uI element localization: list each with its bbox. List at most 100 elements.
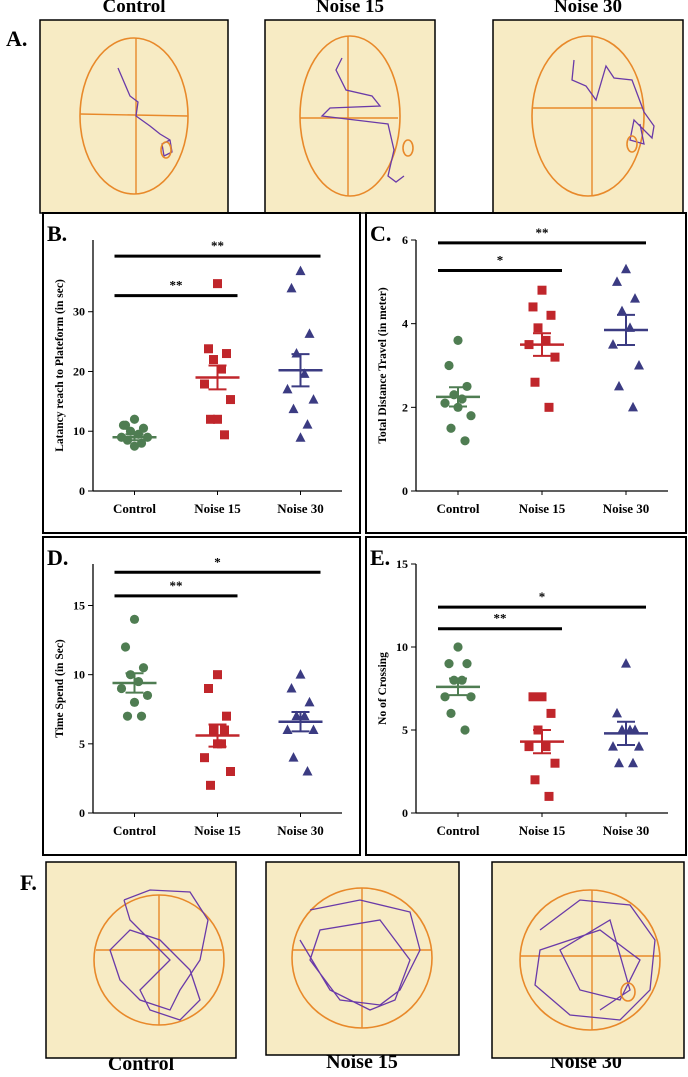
- data-point: [608, 741, 618, 751]
- y-axis-label: Total Distance Travel (in meter): [377, 287, 389, 443]
- data-point: [462, 659, 472, 669]
- y-axis-label: No of Crossing: [377, 652, 389, 725]
- track-title: Noise 15: [326, 1051, 398, 1073]
- track-image: [264, 19, 436, 214]
- data-point: [444, 659, 454, 669]
- data-point: [116, 683, 127, 694]
- y-tick-label: 20: [73, 364, 85, 378]
- x-tick-label: Noise 30: [277, 823, 324, 838]
- data-point: [122, 711, 133, 721]
- significance-label: **: [170, 278, 183, 293]
- data-point: [460, 436, 470, 446]
- data-point: [446, 708, 456, 719]
- x-tick-label: Noise 15: [519, 501, 566, 516]
- x-tick-label: Control: [113, 823, 156, 838]
- data-point: [608, 339, 618, 349]
- data-point: [544, 791, 554, 801]
- significance-label: *: [214, 554, 221, 569]
- y-tick-label: 6: [402, 233, 408, 247]
- data-point: [204, 344, 213, 354]
- data-point: [299, 368, 310, 378]
- data-point: [617, 305, 627, 316]
- track-image: [45, 861, 237, 1059]
- significance-label: *: [497, 253, 504, 268]
- data-point: [286, 282, 297, 293]
- data-point: [446, 423, 456, 433]
- data-point: [295, 432, 306, 442]
- data-point: [129, 614, 140, 624]
- panel-label: A.: [6, 26, 27, 51]
- data-point: [206, 414, 215, 424]
- data-point: [220, 725, 229, 735]
- significance-label: **: [494, 611, 507, 626]
- data-point: [440, 398, 450, 408]
- panel-label: B.: [47, 221, 67, 246]
- significance-label: **: [536, 225, 549, 240]
- data-point: [291, 348, 302, 358]
- y-tick-label: 10: [73, 668, 85, 682]
- x-tick-label: Noise 15: [194, 823, 241, 838]
- data-point: [295, 669, 306, 679]
- data-point: [204, 684, 213, 693]
- data-point: [213, 279, 222, 289]
- data-point: [282, 724, 293, 734]
- data-point: [541, 742, 551, 752]
- y-tick-label: 2: [402, 400, 408, 414]
- data-point: [621, 658, 631, 668]
- data-point: [528, 302, 538, 312]
- y-tick-label: 5: [79, 737, 85, 751]
- y-tick-label: 0: [402, 806, 408, 820]
- x-tick-label: Noise 30: [603, 501, 650, 516]
- data-point: [530, 775, 540, 785]
- data-point: [537, 285, 547, 295]
- data-point: [129, 697, 140, 707]
- data-point: [217, 364, 226, 374]
- data-point: [286, 683, 297, 693]
- data-point: [466, 692, 476, 702]
- data-point: [537, 692, 547, 702]
- data-point: [220, 430, 229, 440]
- data-point: [528, 692, 538, 702]
- data-point: [460, 725, 470, 735]
- data-point: [226, 395, 235, 405]
- x-tick-label: Noise 30: [277, 501, 324, 516]
- data-point: [138, 663, 149, 673]
- y-axis-label: Time Spend (in Sec): [54, 639, 66, 738]
- data-point: [546, 708, 556, 718]
- data-point: [550, 352, 560, 362]
- data-point: [136, 711, 147, 721]
- data-point: [209, 355, 218, 365]
- panel-label: D.: [47, 545, 68, 570]
- y-tick-label: 5: [402, 723, 408, 737]
- y-tick-label: 0: [402, 484, 408, 498]
- data-point: [129, 414, 140, 424]
- data-point: [530, 377, 540, 387]
- panel-frame: [42, 212, 361, 534]
- data-point: [550, 758, 560, 768]
- significance-label: **: [211, 238, 224, 253]
- data-point: [628, 757, 638, 768]
- data-point: [614, 757, 624, 768]
- data-point: [524, 742, 534, 752]
- data-point: [625, 724, 635, 734]
- data-point: [612, 276, 622, 286]
- data-point: [453, 642, 463, 652]
- significance-label: **: [170, 578, 183, 593]
- data-point: [206, 780, 215, 790]
- track-image: [265, 861, 460, 1056]
- y-tick-label: 15: [73, 599, 85, 613]
- data-point: [222, 349, 231, 359]
- data-point: [291, 710, 302, 721]
- track-image: [492, 19, 684, 214]
- panel-frame: [365, 212, 687, 534]
- data-point: [200, 379, 209, 389]
- data-point: [544, 402, 554, 412]
- track-title: Noise 15: [316, 0, 384, 17]
- data-point: [466, 411, 476, 421]
- data-point: [118, 420, 129, 430]
- panel-label: E.: [370, 545, 390, 570]
- y-tick-label: 10: [73, 424, 85, 438]
- x-tick-label: Control: [436, 823, 479, 838]
- x-tick-label: Control: [113, 501, 156, 516]
